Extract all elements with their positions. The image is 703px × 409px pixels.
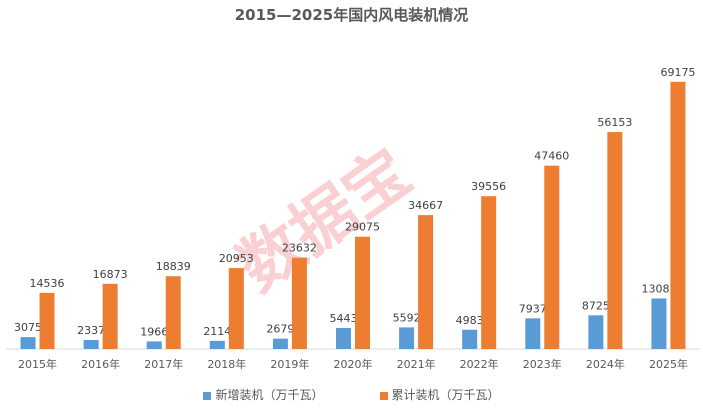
data-label: 1966 (140, 325, 168, 338)
x-tick-label: 2022年 (460, 357, 499, 371)
bar-cumulative (228, 268, 244, 349)
legend-swatch (379, 391, 388, 400)
data-label: 5592 (393, 311, 421, 324)
bar-cumulative (418, 215, 434, 349)
bar-cumulative (165, 276, 181, 349)
bar-new (272, 338, 288, 349)
data-label: 5443 (330, 312, 358, 325)
data-label: 47460 (534, 150, 569, 163)
data-label: 39556 (471, 180, 506, 193)
data-label: 18839 (156, 260, 191, 273)
bar-new (209, 340, 225, 349)
x-tick-label: 2016年 (81, 357, 120, 371)
bar-cumulative (39, 292, 55, 349)
data-label: 23632 (282, 242, 317, 255)
bar-new (525, 318, 541, 349)
x-tick-label: 2018年 (207, 357, 246, 371)
data-label: 34667 (408, 199, 443, 212)
bar-cumulative (607, 132, 623, 349)
bar-new (20, 337, 36, 349)
data-label: 69175 (660, 66, 695, 79)
bar-cumulative (544, 165, 560, 349)
data-label: 3075 (14, 321, 42, 334)
bar-cumulative (291, 257, 307, 349)
legend-label: 新增装机（万千瓦） (215, 388, 324, 402)
x-tick-label: 2015年 (18, 357, 57, 371)
bar-cumulative (102, 283, 118, 349)
bar-new (588, 315, 604, 349)
bar-new (399, 327, 415, 349)
x-tick-label: 2019年 (270, 357, 309, 371)
legend: 新增装机（万千瓦） 累计装机（万千瓦） (0, 386, 703, 403)
bar-new (462, 329, 478, 349)
data-label: 14536 (30, 277, 65, 290)
bar-cumulative (355, 236, 370, 349)
bar-new (651, 298, 667, 349)
bar-new (83, 339, 99, 349)
chart-title: 2015—2025年国内风电装机情况 (234, 6, 469, 24)
data-label: 20953 (219, 252, 254, 265)
x-tick-label: 2017年 (144, 357, 183, 371)
data-label: 8725 (582, 299, 610, 312)
legend-swatch (203, 391, 212, 400)
x-tick-label: 2025年 (649, 357, 688, 371)
bar-new (146, 341, 162, 349)
data-label: 29075 (345, 221, 380, 234)
legend-label: 累计装机（万千瓦） (391, 388, 500, 402)
x-tick-label: 2020年 (334, 357, 373, 371)
data-label: 56153 (597, 116, 632, 129)
bar-cumulative (481, 196, 497, 349)
bar-cumulative (670, 81, 686, 350)
x-tick-label: 2024年 (586, 357, 625, 371)
legend-item-cumulative: 累计装机（万千瓦） (379, 386, 500, 403)
data-label: 4983 (456, 314, 484, 327)
data-label: 2114 (203, 325, 231, 338)
data-label: 16873 (93, 268, 128, 281)
x-tick-label: 2021年 (397, 357, 436, 371)
x-tick-label: 2023年 (523, 357, 562, 371)
data-label: 2337 (77, 324, 105, 337)
data-label: 2679 (266, 323, 294, 336)
bar-new (336, 327, 351, 349)
legend-item-new: 新增装机（万千瓦） (203, 386, 324, 403)
data-label: 7937 (519, 302, 547, 315)
data-label: 13082 (641, 282, 676, 295)
